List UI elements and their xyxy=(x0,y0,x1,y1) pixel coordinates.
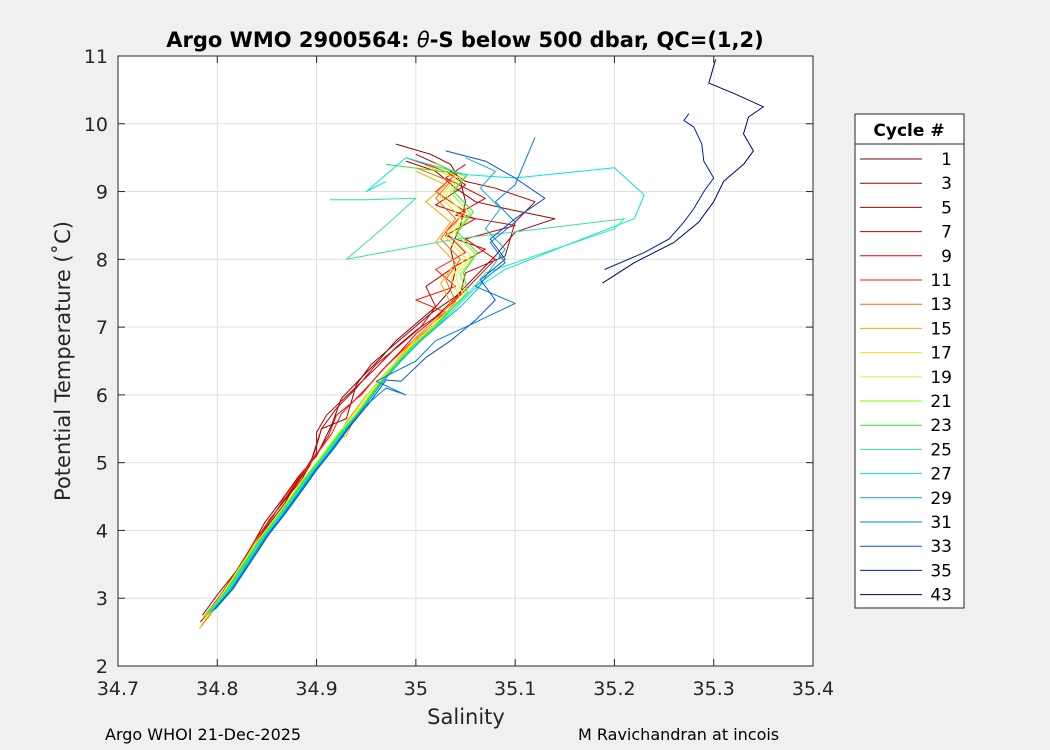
y-tick-label: 8 xyxy=(96,249,108,271)
legend-label-cycle-33: 33 xyxy=(930,537,952,557)
series-line-cycle-43 xyxy=(602,59,764,284)
y-axis-label: Potential Temperature (˚C) xyxy=(51,221,75,501)
x-tick-label: 35.2 xyxy=(593,678,635,700)
x-axis-label: Salinity xyxy=(427,705,505,729)
x-tick-label: 35 xyxy=(404,678,428,700)
x-tick-label: 35.3 xyxy=(693,678,735,700)
axis-ticks: 34.7 34.8 34.9 35 35.1 35.2 35.3 35.4 2 3 4 5 6 7 8 9 10… xyxy=(84,46,834,700)
legend-label-cycle-5: 5 xyxy=(941,198,952,218)
series-line-cycle-19 xyxy=(202,163,471,619)
legend-label-cycle-13: 13 xyxy=(930,295,952,315)
x-tick-label: 34.8 xyxy=(196,678,238,700)
series-line-cycle-21 xyxy=(203,162,476,618)
x-tick-label: 35.4 xyxy=(792,678,834,700)
y-tick-label: 10 xyxy=(84,114,108,136)
y-tick-label: 5 xyxy=(96,453,108,475)
series-line-cycle-29 xyxy=(210,157,506,613)
legend-label-cycle-19: 19 xyxy=(930,368,952,388)
series-line-cycle-3 xyxy=(206,160,556,619)
y-tick-label: 6 xyxy=(96,385,108,407)
legend-label-cycle-43: 43 xyxy=(930,586,952,606)
legend-label-cycle-1: 1 xyxy=(941,150,952,170)
legend-label-cycle-21: 21 xyxy=(930,392,952,412)
y-tick-label: 9 xyxy=(96,182,108,204)
footer-right: M Ravichandran at incois xyxy=(578,725,780,744)
x-tick-label: 35.1 xyxy=(494,678,536,700)
x-tick-label: 34.9 xyxy=(295,678,337,700)
y-tick-label: 7 xyxy=(96,317,108,339)
y-tick-label: 4 xyxy=(96,520,108,542)
axes-box xyxy=(117,55,814,667)
series-line-cycle-11 xyxy=(207,163,466,614)
legend-label-cycle-3: 3 xyxy=(941,174,952,194)
legend-label-cycle-29: 29 xyxy=(930,489,952,509)
legend-label-cycle-7: 7 xyxy=(941,223,952,243)
x-tick-label: 34.7 xyxy=(97,678,139,700)
legend-label-cycle-27: 27 xyxy=(930,465,952,485)
legend: Cycle # 13579111315171921232527293133354… xyxy=(854,113,965,609)
chart-title: Argo WMO 2900564: θ-S below 500 dbar, QC… xyxy=(166,28,763,52)
legend-label-cycle-25: 25 xyxy=(930,440,952,460)
footer-left: Argo WHOI 21-Dec-2025 xyxy=(105,725,302,744)
series-line-cycle-35 xyxy=(604,113,715,270)
legend-box xyxy=(854,113,965,609)
series-line-cycle-31 xyxy=(212,137,536,611)
plot-area xyxy=(118,56,813,666)
legend-label-cycle-31: 31 xyxy=(930,513,952,533)
plot-lines xyxy=(199,59,764,630)
legend-label-cycle-35: 35 xyxy=(930,561,952,581)
legend-label-cycle-9: 9 xyxy=(941,247,952,267)
legend-label-cycle-15: 15 xyxy=(930,319,952,339)
series-line-cycle-33 xyxy=(214,150,546,610)
legend-label-cycle-17: 17 xyxy=(930,344,952,364)
legend-label-cycle-11: 11 xyxy=(930,271,952,291)
y-tick-label: 3 xyxy=(96,588,108,610)
y-tick-label: 2 xyxy=(96,656,108,678)
legend-label-cycle-23: 23 xyxy=(930,416,952,436)
legend-title: Cycle # xyxy=(873,121,944,141)
y-tick-label: 11 xyxy=(84,46,108,68)
series-line-cycle-23 xyxy=(205,163,478,617)
